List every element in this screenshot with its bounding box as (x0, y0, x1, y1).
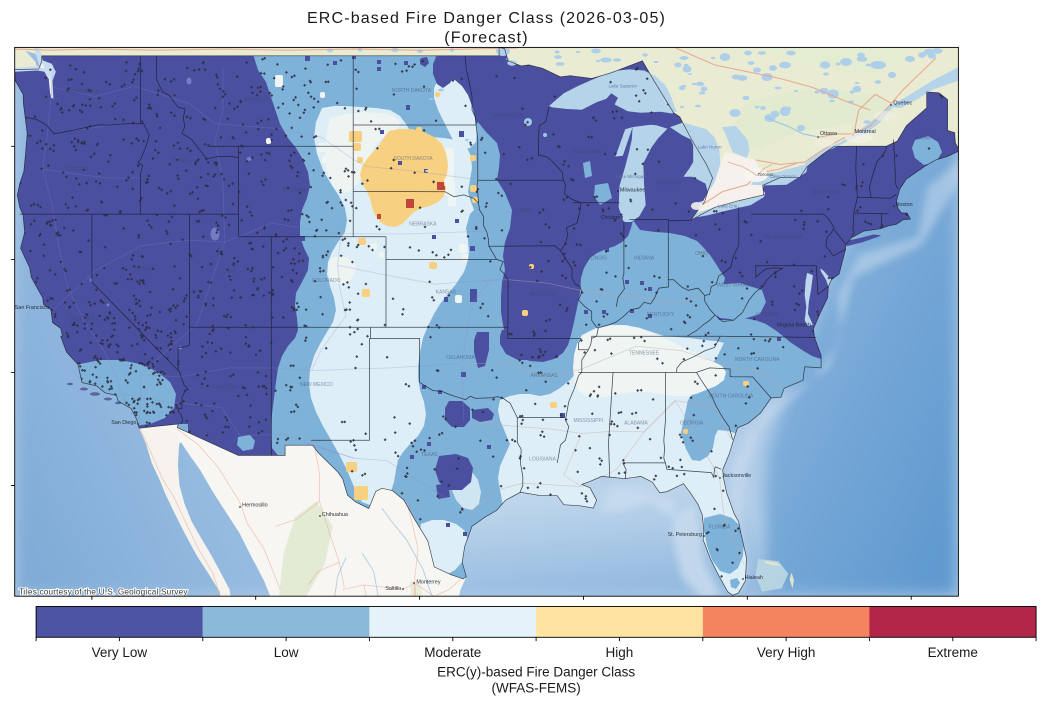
svg-text:Lake Ontario: Lake Ontario (770, 174, 797, 179)
svg-text:KENTUCKY: KENTUCKY (647, 312, 675, 318)
svg-text:Saltillo: Saltillo (385, 586, 401, 592)
svg-text:WASHINGTON: WASHINGTON (65, 89, 100, 95)
svg-text:VIRGINIA: VIRGINIA (756, 312, 779, 318)
svg-text:KANSAS: KANSAS (436, 289, 457, 295)
svg-text:Virginia Beach: Virginia Beach (777, 323, 812, 329)
svg-text:MONTANA: MONTANA (243, 97, 268, 103)
svg-text:Lake Michigan: Lake Michigan (616, 174, 646, 179)
svg-text:Lake Superior: Lake Superior (608, 84, 637, 89)
svg-text:Monterrey: Monterrey (416, 579, 441, 585)
svg-text:MISSOURI: MISSOURI (530, 292, 555, 298)
svg-text:NORTH CAROLINA: NORTH CAROLINA (735, 357, 780, 363)
svg-text:WISCONSIN: WISCONSIN (572, 149, 601, 155)
svg-text:NEVADA: NEVADA (134, 267, 155, 273)
svg-text:PENNSYLVANIA: PENNSYLVANIA (765, 235, 803, 241)
svg-text:Lake Erie: Lake Erie (718, 203, 738, 208)
svg-text:High: High (606, 645, 634, 660)
svg-text:(WFAS-FEMS): (WFAS-FEMS) (491, 681, 580, 696)
svg-text:NORTH DAKOTA: NORTH DAKOTA (392, 88, 432, 94)
svg-text:NEBRASKA: NEBRASKA (409, 221, 437, 227)
svg-text:ERC-based Fire Danger Class (2: ERC-based Fire Danger Class (2026-03-05) (307, 10, 666, 27)
svg-text:NEW MEXICO: NEW MEXICO (300, 382, 333, 388)
svg-text:CALIFORNIA: CALIFORNIA (69, 316, 100, 322)
svg-text:Moderate: Moderate (424, 645, 481, 660)
svg-text:ILLINOIS: ILLINOIS (586, 255, 607, 261)
svg-text:MINNESOTA: MINNESOTA (493, 113, 523, 119)
svg-text:ARKANSAS: ARKANSAS (531, 373, 559, 379)
svg-text:Very Low: Very Low (92, 645, 148, 660)
svg-text:NEW YORK: NEW YORK (812, 190, 840, 196)
svg-text:Quebec: Quebec (893, 100, 912, 106)
svg-text:TENNESSEE: TENNESSEE (629, 350, 660, 356)
svg-text:ALABAMA: ALABAMA (624, 420, 648, 426)
svg-text:Chicago: Chicago (601, 215, 621, 221)
svg-text:Toronto: Toronto (757, 172, 773, 178)
svg-text:Montreal: Montreal (855, 129, 876, 135)
svg-text:Lake Huron: Lake Huron (698, 145, 722, 150)
svg-text:Boston: Boston (896, 202, 913, 208)
svg-text:IOWA: IOWA (520, 208, 534, 214)
svg-text:MISSISSIPPI: MISSISSIPPI (574, 418, 604, 424)
svg-text:FLORIDA: FLORIDA (709, 524, 731, 530)
svg-text:IDAHO: IDAHO (172, 158, 188, 164)
svg-text:Ottawa: Ottawa (820, 131, 837, 137)
svg-text:OHIO: OHIO (695, 251, 708, 257)
svg-text:OREGON: OREGON (66, 167, 89, 173)
svg-text:Jacksonville: Jacksonville (722, 473, 751, 479)
svg-text:WYOMING: WYOMING (283, 188, 308, 194)
svg-text:Extreme: Extreme (928, 645, 978, 660)
svg-text:ERC(y)-based Fire Danger Class: ERC(y)-based Fire Danger Class (437, 665, 635, 680)
svg-text:TEXAS: TEXAS (421, 452, 438, 458)
svg-text:Low: Low (274, 645, 299, 660)
svg-text:SOUTH DAKOTA: SOUTH DAKOTA (394, 156, 434, 162)
svg-text:LOUISIANA: LOUISIANA (529, 457, 556, 463)
svg-text:Hialeah: Hialeah (745, 575, 763, 581)
svg-text:SOUTH CAROLINA: SOUTH CAROLINA (709, 393, 754, 399)
svg-text:(Forecast): (Forecast) (444, 30, 528, 47)
svg-text:INDIANA: INDIANA (634, 255, 655, 261)
svg-text:Very High: Very High (757, 645, 816, 660)
svg-text:GEORGIA: GEORGIA (680, 420, 704, 426)
svg-text:OKLAHOMA: OKLAHOMA (446, 355, 475, 361)
svg-text:Tiles courtesy of the U.S. Geo: Tiles courtesy of the U.S. Geological Su… (19, 587, 188, 596)
svg-text:WEST VIRGINIA: WEST VIRGINIA (717, 282, 755, 288)
svg-text:Hermosillo: Hermosillo (242, 503, 267, 509)
svg-text:San Diego: San Diego (111, 420, 136, 426)
svg-text:Milwaukee: Milwaukee (620, 188, 645, 194)
svg-text:MAINE: MAINE (915, 136, 932, 142)
svg-text:UTAH: UTAH (223, 269, 237, 275)
svg-text:ARIZONA: ARIZONA (215, 384, 238, 390)
svg-text:St. Petersburg: St. Petersburg (668, 532, 702, 538)
svg-text:MICHIGAN: MICHIGAN (656, 181, 681, 187)
svg-text:Chihuahua: Chihuahua (322, 512, 348, 518)
svg-text:San Francisco: San Francisco (15, 305, 49, 311)
svg-text:COLORADO: COLORADO (312, 278, 341, 284)
